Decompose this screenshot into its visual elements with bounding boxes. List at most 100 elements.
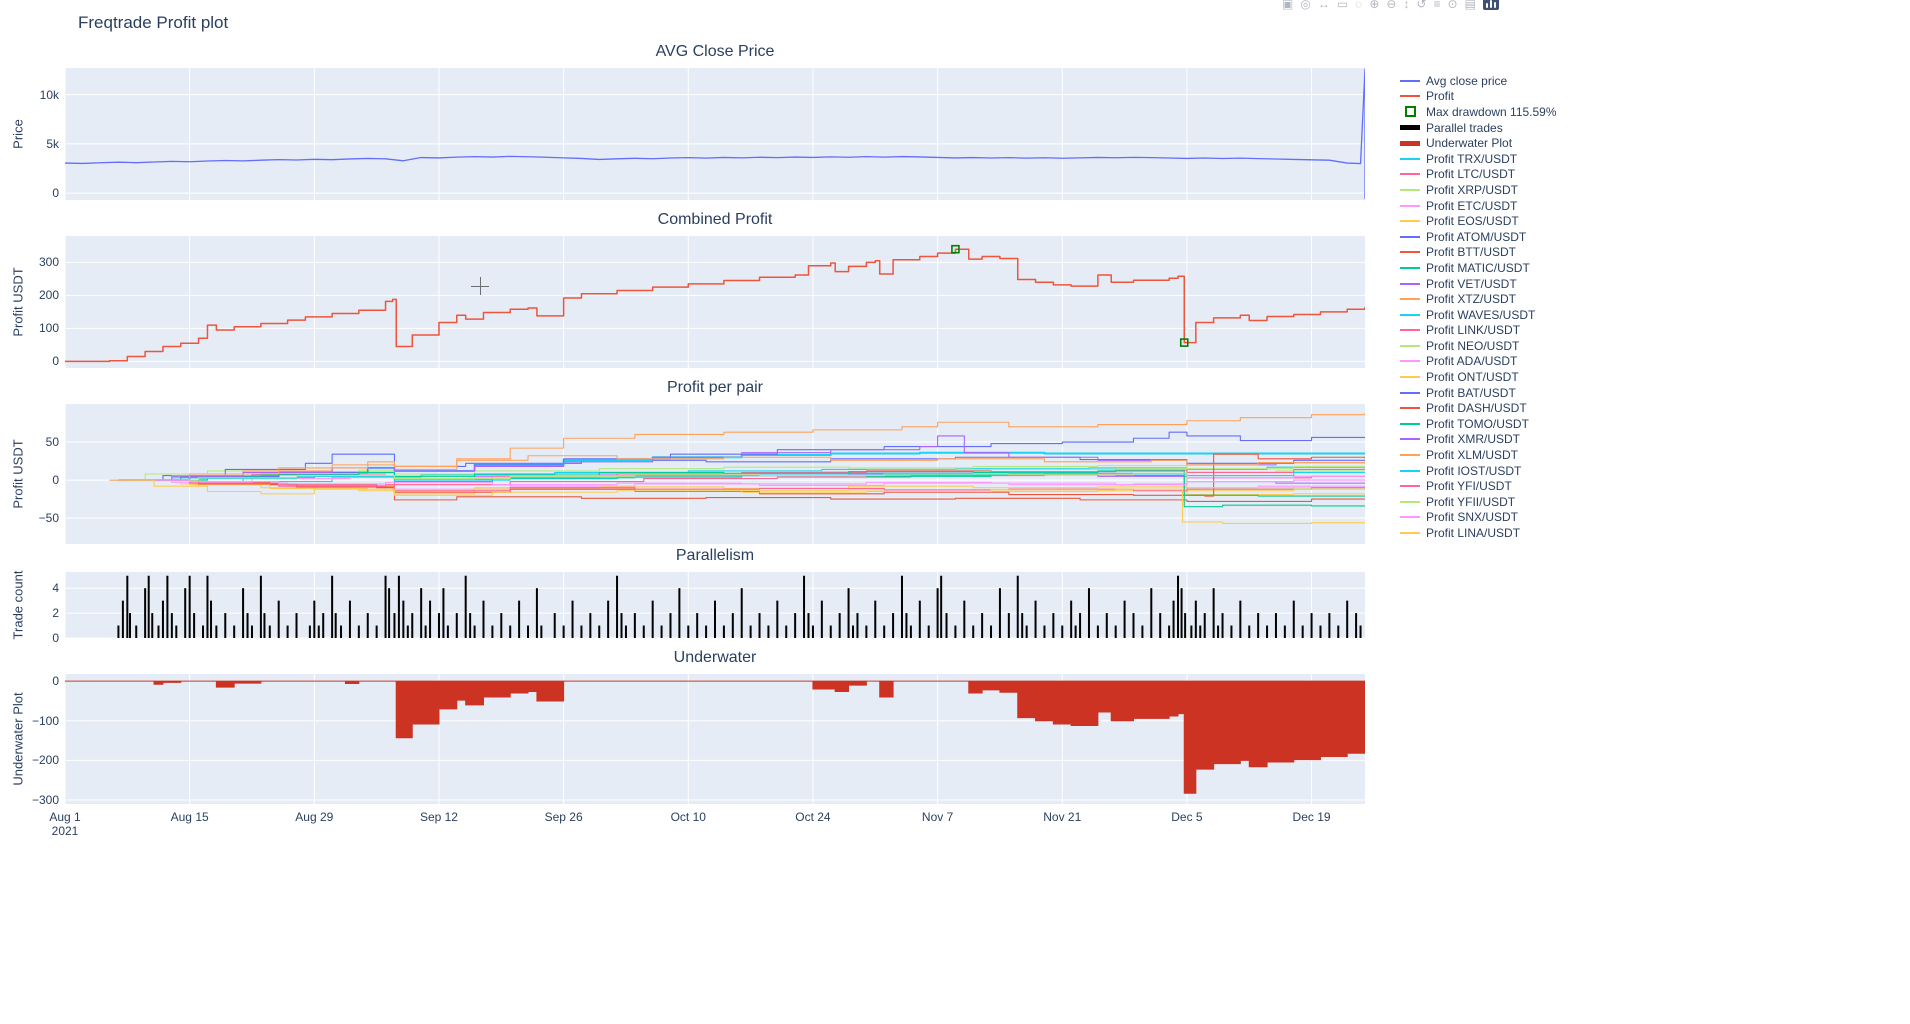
zoom-icon[interactable]: ◎ <box>1300 0 1311 11</box>
legend-item[interactable]: Profit TRX/USDT <box>1400 151 1600 167</box>
legend-item[interactable]: Profit WAVES/USDT <box>1400 307 1600 323</box>
trade-count-bar <box>1310 613 1313 638</box>
legend-item[interactable]: Profit XMR/USDT <box>1400 432 1600 448</box>
legend-swatch-icon <box>1400 125 1420 131</box>
legend-item[interactable]: Profit ATOM/USDT <box>1400 229 1600 245</box>
plot-area[interactable] <box>65 236 1365 368</box>
zoom-in-icon[interactable]: ⊕ <box>1369 0 1380 11</box>
plot-area[interactable] <box>65 674 1365 804</box>
trade-count-bar <box>905 613 908 638</box>
legend-label: Profit XMR/USDT <box>1426 432 1521 447</box>
legend-swatch-icon <box>1400 360 1420 363</box>
legend-item[interactable]: Profit MATIC/USDT <box>1400 260 1600 276</box>
camera-icon[interactable]: ▣ <box>1282 0 1294 11</box>
legend-item[interactable]: Profit BAT/USDT <box>1400 385 1600 401</box>
trade-count-bar <box>553 613 556 638</box>
legend-line-icon <box>1400 125 1420 131</box>
trade-count-bar <box>313 600 316 638</box>
toggle-spikelines-icon[interactable]: ≡ <box>1433 0 1441 11</box>
trade-count-bar <box>1239 600 1242 638</box>
trade-count-bar <box>268 625 271 638</box>
legend-label: Profit LINK/USDT <box>1426 323 1521 338</box>
series-line <box>109 413 1365 481</box>
legend-item[interactable]: Profit XLM/USDT <box>1400 447 1600 463</box>
trade-count-bar <box>464 575 467 638</box>
legend-item[interactable]: Profit ONT/USDT <box>1400 369 1600 385</box>
trade-count-bar <box>918 600 921 638</box>
trade-count-bar <box>317 625 320 638</box>
trade-count-bar <box>1070 600 1073 638</box>
trade-count-bar <box>210 600 213 638</box>
trade-count-bar <box>388 588 391 638</box>
trade-count-bar <box>633 613 636 638</box>
legend-item[interactable]: Profit LINA/USDT <box>1400 525 1600 541</box>
hover-closest-icon[interactable]: ⊙ <box>1447 0 1458 11</box>
legend-item[interactable]: Profit NEO/USDT <box>1400 338 1600 354</box>
reset-axes-icon[interactable]: ↺ <box>1416 0 1427 11</box>
trade-count-bar <box>1177 575 1180 638</box>
legend-item[interactable]: Parallel trades <box>1400 120 1600 136</box>
subplot-underwater: Underwater Underwater Plot 0 −100 −200 −300 <box>11 649 1365 807</box>
plot-area[interactable] <box>65 572 1365 638</box>
legend-swatch-icon <box>1400 204 1420 207</box>
legend-line-icon <box>1400 188 1420 191</box>
y-tick-label: 5k <box>46 136 59 151</box>
legend-label: Profit <box>1426 89 1455 104</box>
legend: Avg close price Profit Max drawdown 115.59… <box>1400 73 1600 541</box>
legend-item[interactable]: Profit ADA/USDT <box>1400 354 1600 370</box>
trade-count-bar <box>129 613 131 638</box>
trade-count-bar <box>1328 613 1331 638</box>
legend-label: Profit YFII/USDT <box>1426 494 1516 509</box>
legend-item[interactable]: Profit SNX/USDT <box>1400 510 1600 526</box>
legend-item[interactable]: Profit YFI/USDT <box>1400 478 1600 494</box>
y-tick-label: 2 <box>52 606 59 621</box>
plot-area[interactable] <box>65 68 1365 200</box>
legend-item[interactable]: Avg close price <box>1400 73 1600 89</box>
trade-count-bar <box>1292 600 1295 638</box>
box-select-icon[interactable]: ▭ <box>1336 0 1349 11</box>
trade-count-bar <box>233 625 236 638</box>
y-tick-label: −200 <box>31 753 59 768</box>
legend-item[interactable]: Profit <box>1400 89 1600 105</box>
trade-count-bar <box>1194 600 1197 638</box>
trade-count-bar <box>384 575 387 638</box>
legend-item[interactable]: Profit DASH/USDT <box>1400 400 1600 416</box>
legend-item[interactable]: Profit EOS/USDT <box>1400 213 1600 229</box>
legend-line-icon <box>1400 79 1420 82</box>
avg-close-price-svg <box>65 68 1365 200</box>
legend-swatch-icon <box>1400 188 1420 191</box>
trade-count-bar <box>157 625 160 638</box>
legend-item[interactable]: Profit XTZ/USDT <box>1400 291 1600 307</box>
legend-item[interactable]: Profit IOST/USDT <box>1400 463 1600 479</box>
trade-count-bar <box>1359 625 1362 638</box>
legend-item[interactable]: Profit LINK/USDT <box>1400 323 1600 339</box>
series-line <box>118 479 1365 495</box>
trade-count-bar <box>175 625 178 638</box>
legend-item[interactable]: Profit XRP/USDT <box>1400 182 1600 198</box>
trade-count-bar <box>1190 625 1193 638</box>
trade-count-bar <box>393 613 396 638</box>
legend-item[interactable]: Profit YFII/USDT <box>1400 494 1600 510</box>
legend-item[interactable]: Max drawdown 115.59% <box>1400 104 1600 120</box>
autoscale-icon[interactable]: ↕ <box>1403 0 1410 11</box>
trade-count-bar <box>202 625 205 638</box>
legend-item[interactable]: Profit BTT/USDT <box>1400 245 1600 261</box>
subplot-title: AVG Close Price <box>655 43 775 60</box>
legend-item[interactable]: Profit TOMO/USDT <box>1400 416 1600 432</box>
legend-item[interactable]: Profit VET/USDT <box>1400 276 1600 292</box>
legend-item[interactable]: Underwater Plot <box>1400 135 1600 151</box>
plotly-logo-icon[interactable] <box>1482 0 1499 10</box>
legend-item[interactable]: Profit ETC/USDT <box>1400 198 1600 214</box>
x-tick-label: Aug 29 <box>295 810 334 824</box>
pan-icon[interactable]: ↔ <box>1317 0 1330 11</box>
trade-count-bar <box>981 613 984 638</box>
legend-item[interactable]: Profit LTC/USDT <box>1400 167 1600 183</box>
trade-count-bar <box>883 625 886 638</box>
zoom-out-icon[interactable]: ⊖ <box>1386 0 1397 11</box>
trade-count-bar <box>259 575 262 638</box>
hover-compare-icon[interactable]: ▤ <box>1464 0 1476 11</box>
legend-swatch-icon <box>1400 235 1420 238</box>
trade-count-bar <box>651 600 654 638</box>
plot-area[interactable] <box>65 404 1365 544</box>
lasso-select-icon[interactable]: ◌ <box>1355 0 1363 11</box>
